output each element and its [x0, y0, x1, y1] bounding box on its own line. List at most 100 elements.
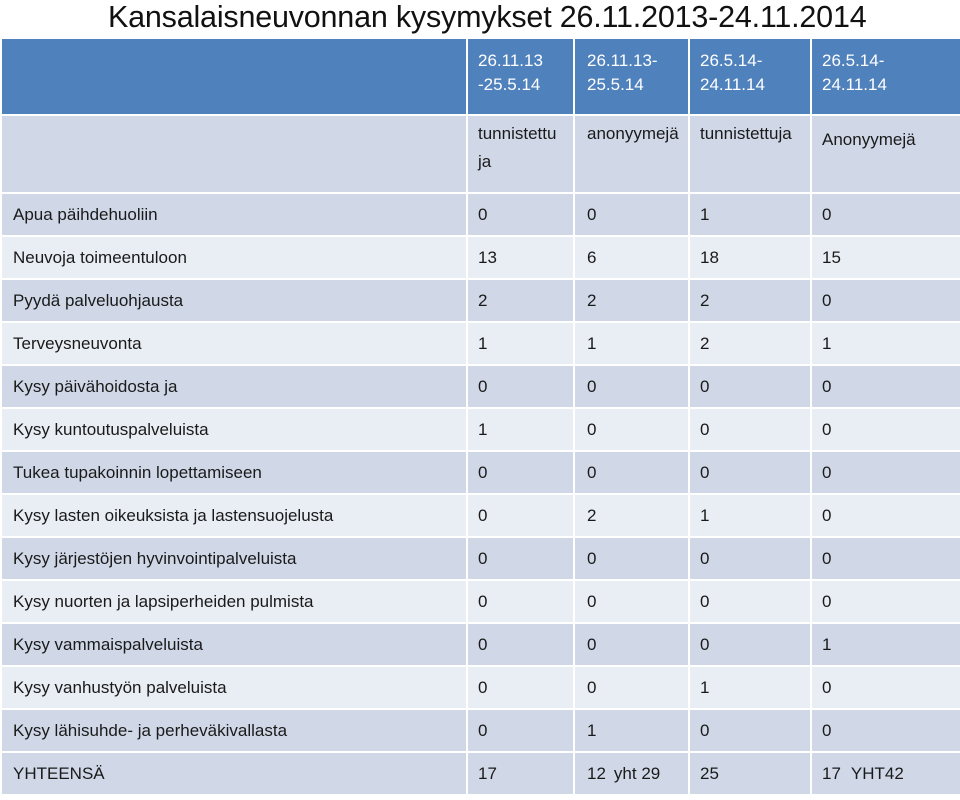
table-row: Tukea tupakoinnin lopettamiseen 0 0 0 0: [0, 450, 960, 495]
topic-label: Kysy vanhustyön palveluista: [0, 665, 468, 710]
value-cell: 0: [688, 622, 812, 667]
page-title: Kansalaisneuvonnan kysymykset 26.11.2013…: [108, 0, 867, 34]
table-row: Apua päihdehuoliin 0 0 1 0: [0, 192, 960, 237]
value-cell: 0: [810, 708, 960, 753]
value-cell: 0: [810, 278, 960, 323]
total-value-1: 17: [466, 751, 575, 796]
value-cell: 0: [573, 192, 690, 237]
value-cell: 0: [466, 665, 575, 710]
value-cell: 13: [466, 235, 575, 280]
value-cell: 0: [688, 407, 812, 452]
value-cell: 0: [688, 579, 812, 624]
topic-label: Apua päihdehuoliin: [0, 192, 468, 237]
value-cell: 0: [573, 622, 690, 667]
value-cell: 0: [466, 493, 575, 538]
value-cell: 0: [466, 450, 575, 495]
value-cell: 1: [810, 622, 960, 667]
value-cell: 0: [810, 364, 960, 409]
period-header-1: 26.11.13 -25.5.14: [466, 37, 575, 116]
table-row: Kysy järjestöjen hyvinvointipalveluista …: [0, 536, 960, 581]
subtotal-first-half: yht 29: [613, 763, 661, 783]
value-cell: 1: [688, 665, 812, 710]
topic-label: Terveysneuvonta: [0, 321, 468, 366]
value-cell: 0: [466, 192, 575, 237]
total-label: YHTEENSÄ: [0, 751, 468, 796]
value-cell: 0: [573, 579, 690, 624]
value-cell: 0: [810, 579, 960, 624]
value-cell: 2: [688, 278, 812, 323]
value-cell: 0: [688, 536, 812, 581]
topic-label: Pyydä palveluohjausta: [0, 278, 468, 323]
value-cell: 1: [573, 321, 690, 366]
value-cell: 1: [688, 192, 812, 237]
value-cell: 2: [688, 321, 812, 366]
value-cell: 0: [810, 407, 960, 452]
type-header-row: tunnistettuja anonyymejä tunnistettuja A…: [0, 114, 960, 194]
topic-label: Tukea tupakoinnin lopettamiseen: [0, 450, 468, 495]
value-cell: 0: [573, 536, 690, 581]
topic-label: Kysy kuntoutuspalveluista: [0, 407, 468, 452]
period-header-row: 26.11.13 -25.5.14 26.11.13-25.5.14 26.5.…: [0, 37, 960, 116]
value-cell: 0: [810, 536, 960, 581]
table-row: Kysy vammaispalveluista 0 0 0 1: [0, 622, 960, 667]
total-value-4: 17 YHT42: [810, 751, 960, 796]
value-cell: 0: [466, 622, 575, 667]
type-corner-cell: [0, 114, 468, 194]
value-cell: 0: [466, 536, 575, 581]
value-cell: 0: [573, 450, 690, 495]
value-cell: 0: [810, 450, 960, 495]
table-row: Terveysneuvonta 1 1 2 1: [0, 321, 960, 366]
type-header-2: anonyymejä: [573, 114, 690, 194]
table-row: Neuvoja toimeentuloon 13 6 18 15: [0, 235, 960, 280]
total-value-3: 25: [688, 751, 812, 796]
value-cell: 2: [466, 278, 575, 323]
total-row: YHTEENSÄ 17 12 yht 29 25 17 YHT42: [0, 751, 960, 796]
subtotal-second-half: YHT42: [850, 763, 904, 783]
value-cell: 1: [573, 708, 690, 753]
value-cell: 2: [573, 278, 690, 323]
table-row: Kysy lasten oikeuksista ja lastensuojelu…: [0, 493, 960, 538]
topic-label: Kysy lähisuhde- ja perheväkivallasta: [0, 708, 468, 753]
value-cell: 1: [810, 321, 960, 366]
value-cell: 0: [573, 407, 690, 452]
type-header-1: tunnistettuja: [466, 114, 575, 194]
type-header-4: Anonyymejä: [810, 114, 960, 194]
value-cell: 0: [466, 579, 575, 624]
header-corner-cell: [0, 37, 468, 116]
type-header-3: tunnistettuja: [688, 114, 812, 194]
topic-label: Neuvoja toimeentuloon: [0, 235, 468, 280]
value-cell: 0: [466, 708, 575, 753]
value-cell: 0: [688, 708, 812, 753]
total-value-2-number: 12: [587, 763, 606, 783]
value-cell: 15: [810, 235, 960, 280]
topic-label: Kysy päivähoidosta ja: [0, 364, 468, 409]
total-value-2: 12 yht 29: [573, 751, 690, 796]
value-cell: 2: [573, 493, 690, 538]
value-cell: 6: [573, 235, 690, 280]
topic-label: Kysy vammaispalveluista: [0, 622, 468, 667]
value-cell: 0: [810, 192, 960, 237]
value-cell: 1: [688, 493, 812, 538]
questions-table: 26.11.13 -25.5.14 26.11.13-25.5.14 26.5.…: [0, 37, 960, 796]
table-row: Kysy vanhustyön palveluista 0 0 1 0: [0, 665, 960, 710]
period-header-4: 26.5.14-24.11.14: [810, 37, 960, 116]
value-cell: 1: [466, 407, 575, 452]
topic-label: Kysy lasten oikeuksista ja lastensuojelu…: [0, 493, 468, 538]
value-cell: 0: [573, 665, 690, 710]
table-row: Kysy nuorten ja lapsiperheiden pulmista …: [0, 579, 960, 624]
table-row: Pyydä palveluohjausta 2 2 2 0: [0, 278, 960, 323]
topic-label: Kysy nuorten ja lapsiperheiden pulmista: [0, 579, 468, 624]
table-row: Kysy lähisuhde- ja perheväkivallasta 0 1…: [0, 708, 960, 753]
value-cell: 0: [810, 493, 960, 538]
topic-label: Kysy järjestöjen hyvinvointipalveluista: [0, 536, 468, 581]
period-header-3: 26.5.14-24.11.14: [688, 37, 812, 116]
value-cell: 0: [688, 364, 812, 409]
value-cell: 0: [573, 364, 690, 409]
value-cell: 1: [466, 321, 575, 366]
table-row: Kysy päivähoidosta ja 0 0 0 0: [0, 364, 960, 409]
table-row: Kysy kuntoutuspalveluista 1 0 0 0: [0, 407, 960, 452]
total-value-4-number: 17: [822, 763, 841, 783]
value-cell: 18: [688, 235, 812, 280]
value-cell: 0: [688, 450, 812, 495]
value-cell: 0: [466, 364, 575, 409]
